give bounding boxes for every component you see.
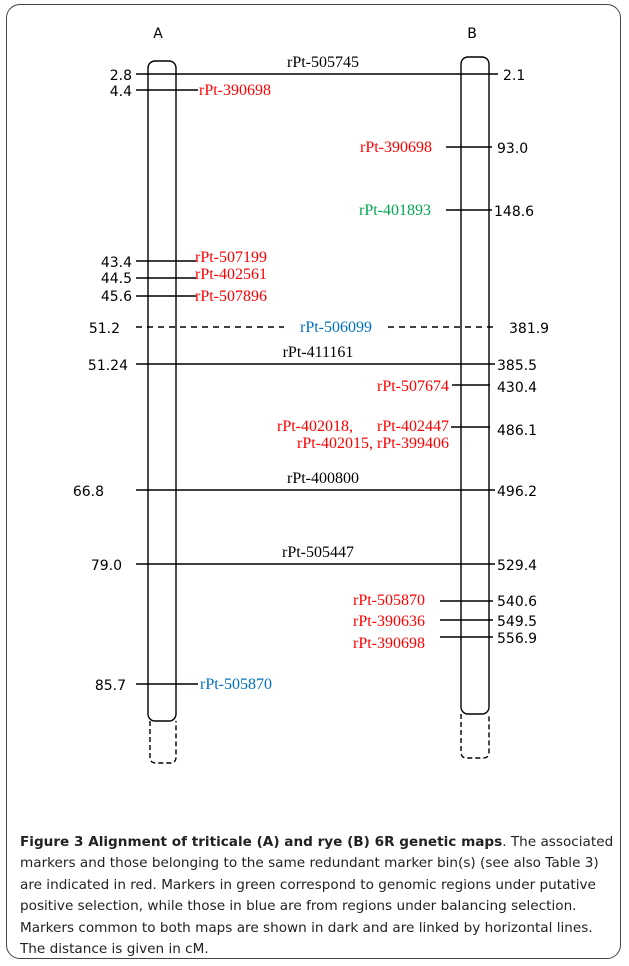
common-marker-label: rPt-506099 (300, 319, 372, 336)
common-marker-label: rPt-400800 (287, 470, 359, 487)
a-position: 4.4 (110, 84, 132, 100)
a-position: 43.4 (101, 255, 132, 271)
b-position: 486.1 (497, 423, 537, 439)
b-position: 385.5 (497, 358, 537, 374)
b-marker-label-line2: rPt-402015, rPt-399406 (297, 435, 449, 452)
figure-frame (6, 4, 621, 959)
a-position: 66.8 (73, 484, 104, 500)
map-a-label: A (153, 26, 163, 42)
b-marker-label: rPt-390698 (353, 635, 425, 652)
b-marker-label: rPt-505870 (353, 592, 425, 609)
b-position: 93.0 (497, 141, 528, 157)
a-marker-label: rPt-402561 (195, 266, 267, 283)
a-marker-label: rPt-505870 (200, 676, 272, 693)
caption-title: Figure 3 Alignment of triticale (A) and … (20, 834, 503, 850)
chromosome-a (147, 60, 177, 722)
common-marker-label: rPt-505447 (282, 544, 354, 561)
a-position: 51.24 (88, 358, 128, 374)
b-position: 148.6 (494, 204, 534, 220)
a-position: 2.8 (110, 68, 132, 84)
genetic-map-diagram: A B rPt-505745 2.8 2.1 4.4 rPt-390698 rP… (73, 26, 549, 764)
chromosome-a-extension (149, 721, 177, 764)
a-position: 44.5 (101, 271, 132, 287)
b-marker-label: rPt-390636 (353, 613, 425, 630)
a-marker-label: rPt-507199 (195, 249, 267, 266)
map-b-label: B (467, 26, 477, 42)
a-position: 45.6 (101, 289, 132, 305)
a-marker-label: rPt-390698 (199, 82, 271, 99)
common-marker-label: rPt-505745 (287, 54, 359, 71)
b-position: 540.6 (497, 594, 537, 610)
b-position: 381.9 (509, 321, 549, 337)
a-position: 85.7 (95, 678, 126, 694)
b-position: 529.4 (497, 558, 537, 574)
common-marker-label: rPt-411161 (283, 344, 354, 361)
chromosome-b-extension (460, 714, 490, 759)
b-position: 496.2 (497, 484, 537, 500)
caption-body: . The associated markers and those belon… (20, 834, 614, 958)
b-position: 556.9 (497, 631, 537, 647)
b-marker-label: rPt-507674 (377, 378, 449, 395)
b-marker-label: rPt-390698 (360, 139, 432, 156)
b-marker-label: rPt-402018, rPt-402447 (277, 418, 449, 435)
a-marker-label: rPt-507896 (195, 288, 267, 305)
a-position: 51.2 (89, 321, 120, 337)
b-position: 549.5 (497, 614, 537, 630)
b-position: 2.1 (503, 68, 525, 84)
figure-caption: Figure 3 Alignment of triticale (A) and … (20, 832, 614, 960)
a-position: 79.0 (91, 558, 122, 574)
b-position: 430.4 (497, 380, 537, 396)
b-marker-label: rPt-401893 (359, 202, 431, 219)
